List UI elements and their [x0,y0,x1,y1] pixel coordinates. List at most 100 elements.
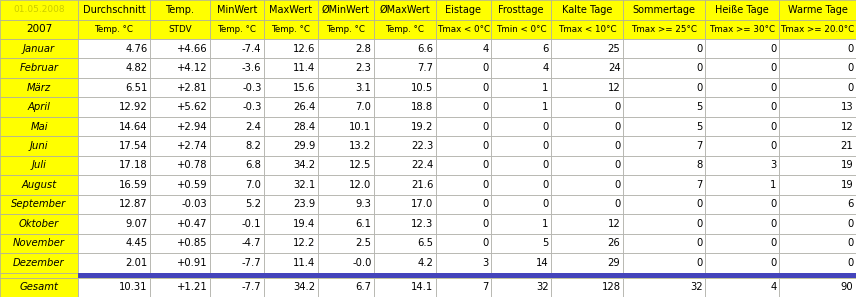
Bar [210,253,264,273]
Bar [705,20,779,39]
Text: +0.91: +0.91 [177,258,207,268]
Text: +0.78: +0.78 [177,160,207,170]
Text: 29: 29 [608,258,621,268]
Text: 14.64: 14.64 [119,121,147,132]
Text: 7.7: 7.7 [418,63,433,73]
Text: 32: 32 [536,282,549,292]
Text: 28.4: 28.4 [294,121,316,132]
Bar [78,59,150,78]
Bar [779,234,856,253]
Text: +0.47: +0.47 [177,219,207,229]
Text: 0: 0 [847,83,853,93]
Text: 0: 0 [847,258,853,268]
Bar [551,39,623,59]
Bar [551,253,623,273]
Bar [0,59,78,78]
Bar [78,117,150,136]
Text: 0: 0 [770,102,776,112]
Bar [779,195,856,214]
Text: 7: 7 [696,141,703,151]
Text: 5: 5 [696,121,703,132]
Bar [78,20,150,39]
Bar [318,175,374,195]
Text: 10.5: 10.5 [411,83,433,93]
Text: 8: 8 [696,160,703,170]
Text: Tmax >= 20.0°C: Tmax >= 20.0°C [781,25,854,34]
Text: 6.6: 6.6 [418,44,433,54]
Bar [150,117,210,136]
Bar [0,39,78,59]
Text: -0.3: -0.3 [242,83,261,93]
Bar [491,0,551,20]
Bar [779,39,856,59]
Bar [0,0,78,20]
Text: 6.5: 6.5 [418,238,433,248]
Bar [623,234,705,253]
Bar [0,273,78,277]
Bar [210,277,264,297]
Text: 0: 0 [770,238,776,248]
Bar [318,195,374,214]
Text: 0: 0 [615,199,621,209]
Bar [210,117,264,136]
Bar [78,0,150,20]
Text: 0: 0 [615,121,621,132]
Text: 0: 0 [542,199,549,209]
Bar [318,78,374,97]
Text: 12.87: 12.87 [119,199,147,209]
Text: Kalte Tage: Kalte Tage [562,5,612,15]
Bar [210,214,264,234]
Bar [705,0,779,20]
Text: 17.0: 17.0 [411,199,433,209]
Text: 6.7: 6.7 [355,282,372,292]
Text: 6.1: 6.1 [355,219,372,229]
Text: 2.8: 2.8 [355,44,372,54]
Text: 0: 0 [482,238,489,248]
Bar [436,20,491,39]
Bar [705,234,779,253]
Text: 0: 0 [542,121,549,132]
Bar [78,78,150,97]
Text: 0: 0 [482,63,489,73]
Bar [264,59,318,78]
Bar [779,78,856,97]
Text: 12.5: 12.5 [349,160,372,170]
Text: Mai: Mai [30,121,48,132]
Bar [374,253,436,273]
Text: 14.1: 14.1 [411,282,433,292]
Text: 5: 5 [542,238,549,248]
Text: November: November [13,238,65,248]
Text: Temp. °C: Temp. °C [271,25,311,34]
Bar [150,234,210,253]
Bar [264,117,318,136]
Bar [705,78,779,97]
Bar [491,39,551,59]
Text: Juni: Juni [30,141,48,151]
Text: Tmax >= 25°C: Tmax >= 25°C [631,25,697,34]
Text: 1: 1 [770,180,776,190]
Text: Frosttage: Frosttage [498,5,544,15]
Text: 26.4: 26.4 [294,102,316,112]
Bar [78,97,150,117]
Text: Temp. °C: Temp. °C [94,25,134,34]
Text: 0: 0 [542,160,549,170]
Text: 10.1: 10.1 [349,121,372,132]
Text: -0.03: -0.03 [181,199,207,209]
Bar [551,78,623,97]
Bar [0,234,78,253]
Bar [264,97,318,117]
Bar [210,39,264,59]
Text: 0: 0 [482,83,489,93]
Bar [374,214,436,234]
Bar [551,195,623,214]
Bar [318,20,374,39]
Text: 22.3: 22.3 [411,141,433,151]
Text: 2007: 2007 [26,24,52,34]
Bar [551,175,623,195]
Text: 2.4: 2.4 [246,121,261,132]
Text: MaxWert: MaxWert [270,5,312,15]
Bar [623,277,705,297]
Bar [491,253,551,273]
Text: Temp.: Temp. [165,5,194,15]
Text: 17.18: 17.18 [119,160,147,170]
